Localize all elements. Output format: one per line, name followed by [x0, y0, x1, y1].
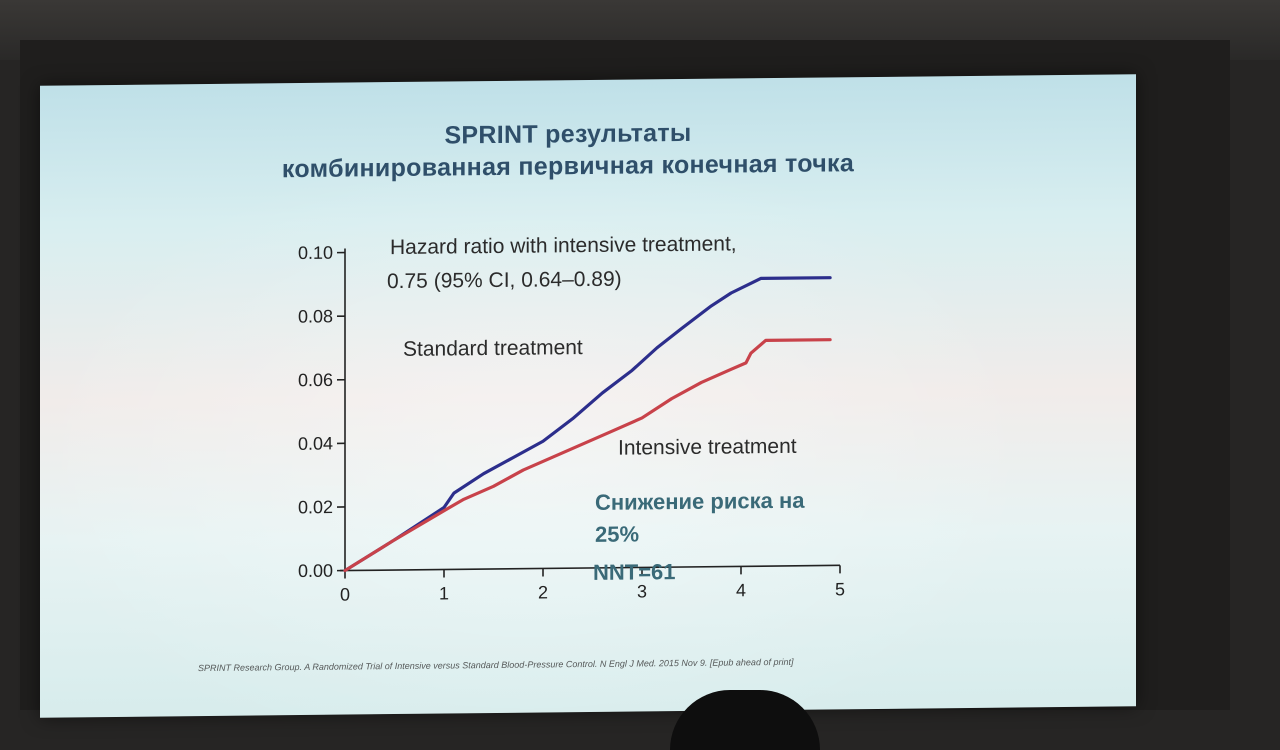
hazard-ratio-annotation-line2: 0.75 (95% CI, 0.64–0.89): [387, 268, 622, 293]
x-tick-label: 5: [835, 579, 845, 599]
y-tick-label: 0.02: [298, 497, 333, 517]
y-tick-label: 0.10: [298, 243, 333, 263]
x-tick-label: 4: [736, 580, 746, 600]
risk-reduction-annotation: Снижение риска на: [595, 488, 805, 515]
chart-series: [345, 278, 830, 571]
y-tick-label: 0.06: [298, 370, 333, 390]
y-axis-ticks: 0.00 0.02 0.04 0.06 0.08 0.10: [298, 243, 345, 581]
y-tick-label: 0.08: [298, 306, 333, 326]
hazard-ratio-annotation-line1: Hazard ratio with intensive treatment,: [390, 232, 737, 259]
risk-reduction-percent: 25%: [595, 521, 639, 546]
x-tick-label: 0: [340, 584, 350, 604]
intensive-treatment-label: Intensive treatment: [618, 435, 797, 460]
nnt-annotation: NNT=61: [593, 559, 676, 585]
x-tick-label: 2: [538, 582, 548, 602]
y-tick-label: 0.00: [298, 561, 333, 581]
x-axis: [340, 565, 840, 570]
x-tick-label: 1: [439, 583, 449, 603]
standard-treatment-label: Standard treatment: [403, 336, 583, 361]
presentation-slide: SPRINT результаты комбинированная первич…: [40, 74, 1136, 717]
y-tick-label: 0.04: [298, 433, 333, 453]
